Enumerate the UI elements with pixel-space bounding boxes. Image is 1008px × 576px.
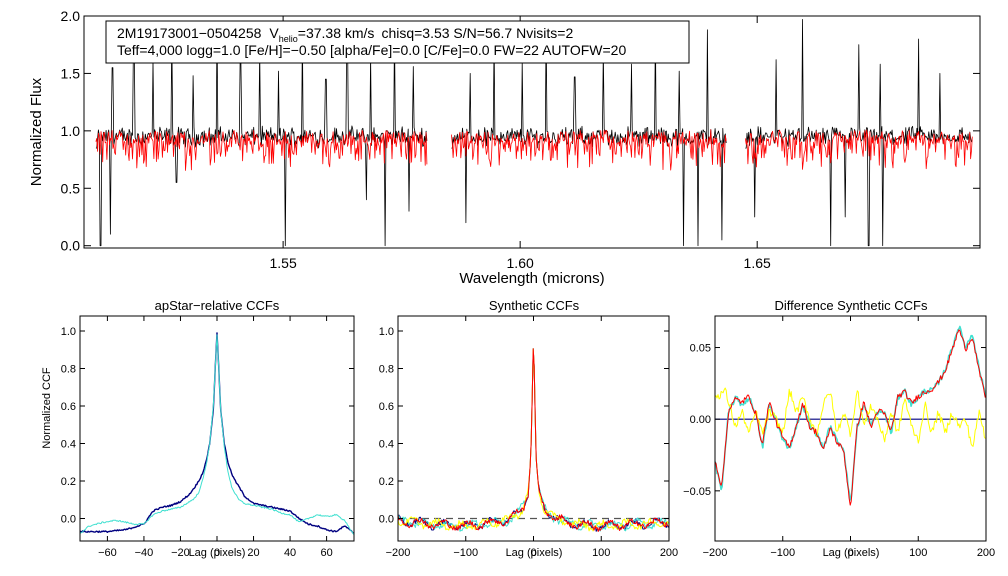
observed-spectrum-chip-2 xyxy=(451,21,727,247)
x-tick-label: −200 xyxy=(386,547,411,559)
synthetic-axes: −200 −100 0 100 200 0.0 0.2 0.4 0.6 0.8 1.0 xyxy=(379,316,678,559)
x-tick-label: 200 xyxy=(977,547,995,559)
info-stats: chisq=3.53 S/N=56.7 Nvisits=2 xyxy=(381,25,573,41)
x-tick-label: −20 xyxy=(171,547,190,559)
x-tick-label: 60 xyxy=(320,547,332,559)
y-tick-label: 0.0 xyxy=(61,514,76,526)
apstar-series xyxy=(79,332,355,536)
x-tick-label: 0 xyxy=(214,547,220,559)
apstar-title: apStar−relative CCFs xyxy=(155,298,280,313)
apstar-line-1 xyxy=(79,332,355,535)
x-tick-label: −60 xyxy=(98,547,117,559)
y-tick-label: 0.8 xyxy=(379,364,394,376)
info-vhelio-value: =37.38 km/s xyxy=(298,25,375,41)
synthetic-line-4 xyxy=(397,348,669,532)
difference-axes: −200 −100 0 100 200 −0.05 0.00 0.05 xyxy=(683,316,995,559)
spectrum-axes: 1.55 1.60 1.65 0.0 0.5 1.0 1.5 2.0 xyxy=(61,8,980,271)
spectrum-series xyxy=(95,18,973,247)
synthetic-line-2 xyxy=(397,348,669,532)
y-tick-label: 0.6 xyxy=(61,401,76,413)
difference-series xyxy=(714,325,987,506)
y-tick-label: 2.0 xyxy=(61,8,81,24)
y-tick-label: 1.0 xyxy=(61,123,81,139)
info-box-frame xyxy=(105,20,690,64)
y-tick-label: 0.5 xyxy=(61,180,81,196)
y-tick-label: 1.0 xyxy=(379,326,394,338)
y-tick-label: 0.0 xyxy=(379,514,394,526)
y-tick-label: 0.00 xyxy=(690,414,711,426)
model-spectrum-chip-1 xyxy=(95,129,428,171)
apstar-ylabel: Normalized CCF xyxy=(41,367,53,449)
x-tick-label: 40 xyxy=(284,547,296,559)
info-vhelio-prefix: V xyxy=(269,25,279,41)
y-tick-label: 0.2 xyxy=(379,476,394,488)
synthetic-line-3 xyxy=(397,348,669,532)
y-tick-label: 0.6 xyxy=(379,401,394,413)
model-spectrum-chip-3 xyxy=(744,129,973,170)
y-tick-label: 0.0 xyxy=(61,238,81,254)
x-tick-label: −200 xyxy=(703,547,728,559)
difference-xlabel: Lag (pixels) xyxy=(823,547,880,559)
info-vhelio-sub: helio xyxy=(279,34,298,44)
y-tick-label: 0.4 xyxy=(379,439,394,451)
apstar-frame xyxy=(79,315,355,542)
spectrum-ylabel: Normalized Flux xyxy=(28,77,45,186)
x-tick-label: −100 xyxy=(770,547,795,559)
synthetic-series xyxy=(397,348,669,532)
y-tick-label: −0.05 xyxy=(683,486,711,498)
info-line-1: 2M19173001−0504258 Vhelio=37.38 km/s chisq… xyxy=(117,25,573,44)
synthetic-ccf-panel: Synthetic CCFs −200 −100 0 100 200 0.0 0.2 0.4 0… xyxy=(379,298,678,559)
x-tick-label: 1.60 xyxy=(507,255,534,271)
observed-spectrum-chip-3 xyxy=(745,18,973,247)
x-tick-label: 0 xyxy=(847,547,853,559)
x-tick-label: 200 xyxy=(660,547,678,559)
x-tick-label: 0 xyxy=(530,547,536,559)
x-tick-label: 20 xyxy=(247,547,259,559)
apstar-line-2 xyxy=(79,334,355,536)
difference-ccf-panel: Difference Synthetic CCFs −200 −100 0 100 20… xyxy=(683,298,995,559)
y-tick-label: 0.4 xyxy=(61,439,76,451)
difference-line-2 xyxy=(714,387,986,447)
spectrum-xlabel: Wavelength (microns) xyxy=(459,270,604,287)
x-tick-label: 100 xyxy=(592,547,610,559)
spectrum-panel: 1.55 1.60 1.65 0.0 0.5 1.0 1.5 2.0 2M19173001−0… xyxy=(28,8,981,287)
info-star-id: 2M19173001−0504258 xyxy=(117,25,262,41)
y-tick-label: 1.0 xyxy=(61,326,76,338)
difference-line-3 xyxy=(714,329,986,506)
spectrum-frame xyxy=(83,15,981,249)
y-tick-label: 0.05 xyxy=(690,343,711,355)
y-tick-label: 0.8 xyxy=(61,364,76,376)
apstar-xlabel: Lag (pixels) xyxy=(189,547,246,559)
synthetic-xlabel: Lag (pixels) xyxy=(506,547,563,559)
synthetic-line-1 xyxy=(397,348,669,532)
spectrum-info-box: 2M19173001−0504258 Vhelio=37.38 km/s chisq… xyxy=(105,20,690,64)
y-tick-label: 0.2 xyxy=(61,476,76,488)
x-tick-label: 1.65 xyxy=(744,255,771,271)
x-tick-label: −40 xyxy=(135,547,154,559)
difference-title: Difference Synthetic CCFs xyxy=(775,298,928,313)
x-tick-label: 100 xyxy=(909,547,927,559)
synthetic-title: Synthetic CCFs xyxy=(489,298,580,313)
apstar-axes: −60 −40 −20 0 20 40 60 0.0 0.2 0.4 0.6 0.8 1.0 xyxy=(61,316,354,559)
x-tick-label: −100 xyxy=(453,547,478,559)
x-tick-label: 1.55 xyxy=(269,255,296,271)
model-spectrum-chip-2 xyxy=(451,129,727,171)
apstar-ccf-panel: apStar−relative CCFs −60 −40 −20 0 20 40 60 0.0… xyxy=(41,298,355,559)
info-line-2: Teff=4,000 logg=1.0 [Fe/H]=−0.50 [alpha/… xyxy=(117,42,626,58)
y-tick-label: 1.5 xyxy=(61,65,81,81)
